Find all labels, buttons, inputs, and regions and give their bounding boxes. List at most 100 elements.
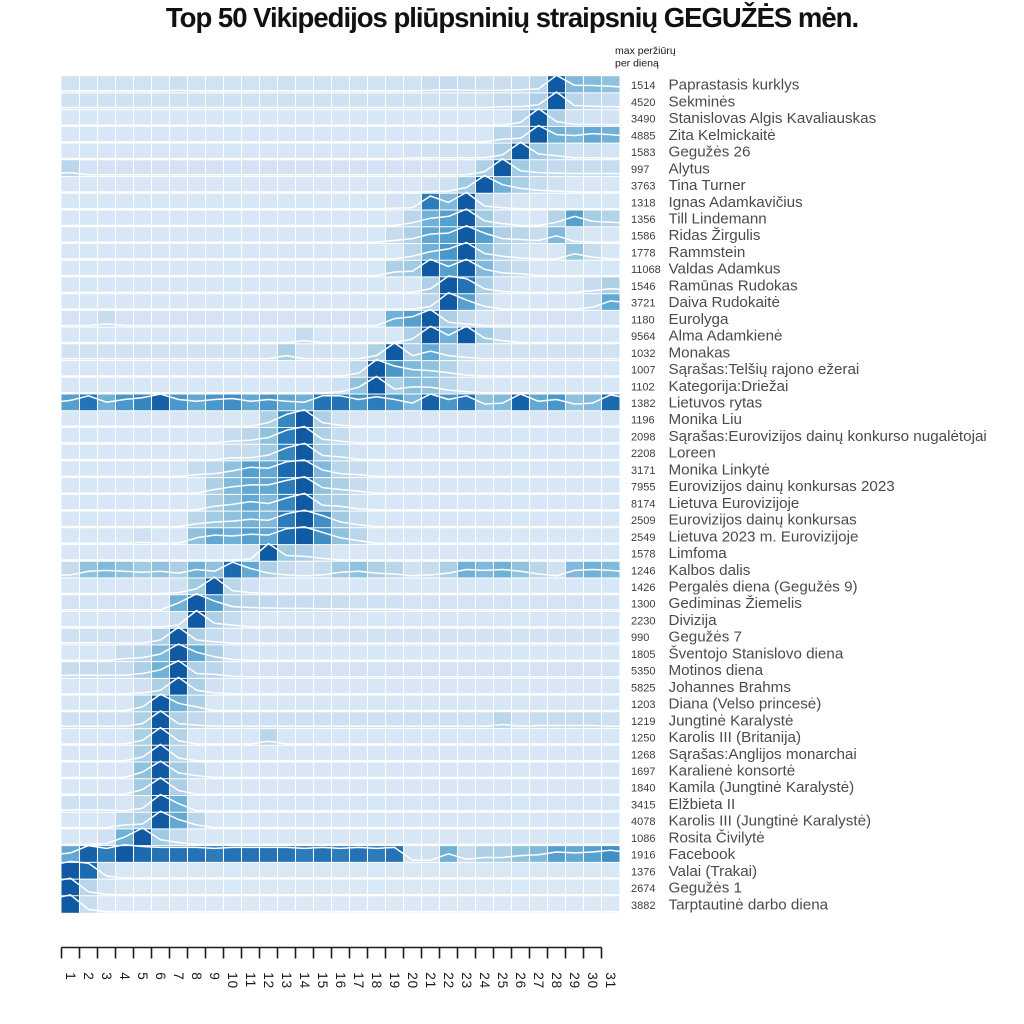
svg-text:Gegužės 7: Gegužės 7: [669, 629, 742, 646]
svg-text:2230: 2230: [631, 616, 655, 628]
svg-text:23: 23: [459, 972, 474, 989]
svg-text:4: 4: [117, 972, 132, 980]
svg-text:31: 31: [603, 972, 618, 989]
svg-text:1840: 1840: [631, 783, 655, 795]
svg-text:990: 990: [631, 632, 649, 644]
svg-text:Monakas: Monakas: [669, 344, 731, 361]
svg-text:Rosita Čivilytė: Rosita Čivilytė: [669, 829, 765, 846]
svg-text:29: 29: [567, 972, 582, 989]
svg-text:1268: 1268: [631, 749, 655, 761]
svg-text:13: 13: [279, 972, 294, 989]
svg-text:25: 25: [495, 972, 510, 989]
svg-text:Valdas Adamkus: Valdas Adamkus: [669, 261, 781, 278]
svg-text:Zita Kelmickaitė: Zita Kelmickaitė: [669, 127, 776, 144]
svg-text:Divizija: Divizija: [669, 612, 718, 629]
svg-text:Kamila (Jungtinė Karalystė): Kamila (Jungtinė Karalystė): [669, 779, 855, 796]
svg-text:Tina Turner: Tina Turner: [669, 177, 746, 194]
svg-text:Limfoma: Limfoma: [669, 545, 728, 562]
svg-text:Daiva Rudokaitė: Daiva Rudokaitė: [669, 294, 780, 311]
svg-text:9: 9: [207, 972, 222, 980]
svg-text:Till Lindemann: Till Lindemann: [669, 211, 767, 228]
svg-text:Gediminas Žiemelis: Gediminas Žiemelis: [669, 595, 803, 612]
svg-text:1586: 1586: [631, 231, 655, 243]
svg-text:2098: 2098: [631, 432, 655, 444]
svg-text:Rammstein: Rammstein: [669, 244, 746, 261]
svg-text:28: 28: [549, 972, 564, 989]
svg-text:3882: 3882: [631, 900, 655, 912]
svg-text:Karolis III (Jungtinė Karalyst: Karolis III (Jungtinė Karalystė): [669, 813, 872, 830]
svg-text:3721: 3721: [631, 298, 655, 310]
svg-text:22: 22: [441, 972, 456, 989]
svg-text:Alma Adamkienė: Alma Adamkienė: [669, 328, 783, 345]
svg-text:4520: 4520: [631, 97, 655, 109]
svg-text:Ignas Adamkavičius: Ignas Adamkavičius: [669, 194, 804, 211]
svg-text:6: 6: [153, 972, 168, 980]
svg-text:1426: 1426: [631, 582, 655, 594]
svg-text:1: 1: [63, 972, 78, 980]
svg-text:1300: 1300: [631, 599, 655, 611]
svg-text:Johannes Brahms: Johannes Brahms: [669, 679, 792, 696]
svg-text:Sąrašas:Telšių rajono ežerai: Sąrašas:Telšių rajono ežerai: [669, 361, 860, 378]
svg-text:Sekminės: Sekminės: [669, 93, 736, 110]
svg-text:max peržiūrų: max peržiūrų: [615, 45, 676, 57]
svg-text:1196: 1196: [631, 415, 655, 427]
svg-text:1007: 1007: [631, 365, 655, 377]
svg-text:5350: 5350: [631, 666, 655, 678]
svg-text:Lietuva Eurovizijoje: Lietuva Eurovizijoje: [669, 495, 800, 512]
svg-text:Jungtinė Karalystė: Jungtinė Karalystė: [669, 712, 794, 729]
svg-text:Ridas Žirgulis: Ridas Žirgulis: [669, 227, 761, 244]
svg-text:14: 14: [297, 972, 312, 989]
svg-text:2208: 2208: [631, 448, 655, 460]
svg-text:Monika Liu: Monika Liu: [669, 411, 742, 428]
svg-text:24: 24: [477, 972, 492, 989]
svg-text:Karalienė konsortė: Karalienė konsortė: [669, 763, 796, 780]
svg-text:Lietuva 2023 m. Eurovizijoje: Lietuva 2023 m. Eurovizijoje: [669, 528, 859, 545]
svg-text:Elžbieta II: Elžbieta II: [669, 796, 736, 813]
svg-text:1102: 1102: [631, 381, 655, 393]
svg-text:2: 2: [81, 972, 96, 980]
svg-text:1250: 1250: [631, 733, 655, 745]
svg-text:Top 50 Vikipedijos pliūpsninių: Top 50 Vikipedijos pliūpsninių straipsni…: [166, 2, 858, 33]
svg-text:Diana (Velso princesė): Diana (Velso princesė): [669, 696, 822, 713]
svg-text:Eurovizijos dainų konkursas 20: Eurovizijos dainų konkursas 2023: [669, 478, 895, 495]
svg-text:10: 10: [225, 972, 240, 989]
svg-text:2674: 2674: [631, 883, 655, 895]
svg-text:2549: 2549: [631, 532, 655, 544]
svg-text:Karolis III (Britanija): Karolis III (Britanija): [669, 729, 802, 746]
svg-text:1382: 1382: [631, 398, 655, 410]
svg-text:11: 11: [243, 972, 258, 988]
svg-text:Tarptautinė darbo diena: Tarptautinė darbo diena: [669, 896, 829, 913]
svg-text:1514: 1514: [631, 80, 655, 92]
svg-text:9564: 9564: [631, 331, 655, 343]
svg-text:Monika Linkytė: Monika Linkytė: [669, 461, 770, 478]
svg-text:3: 3: [99, 972, 114, 980]
svg-text:4078: 4078: [631, 816, 655, 828]
svg-text:7955: 7955: [631, 482, 655, 494]
svg-text:Sąrašas:Eurovizijos dainų konk: Sąrašas:Eurovizijos dainų konkurso nugal…: [669, 428, 987, 445]
svg-text:Eurolyga: Eurolyga: [669, 311, 729, 328]
svg-text:1086: 1086: [631, 833, 655, 845]
svg-text:19: 19: [387, 972, 402, 989]
svg-text:Ramūnas Rudokas: Ramūnas Rudokas: [669, 277, 799, 294]
svg-text:Kategorija:Driežai: Kategorija:Driežai: [669, 378, 789, 395]
svg-text:Gegužės 26: Gegužės 26: [669, 144, 751, 161]
svg-text:Alytus: Alytus: [669, 160, 711, 177]
svg-text:997: 997: [631, 164, 649, 176]
svg-text:1376: 1376: [631, 866, 655, 878]
svg-text:Paprastasis kurklys: Paprastasis kurklys: [669, 77, 800, 94]
svg-text:3490: 3490: [631, 114, 655, 126]
svg-text:1318: 1318: [631, 197, 655, 209]
svg-text:1032: 1032: [631, 348, 655, 360]
svg-text:30: 30: [585, 972, 600, 989]
svg-text:7: 7: [171, 972, 186, 980]
svg-text:Valai (Trakai): Valai (Trakai): [669, 863, 758, 880]
svg-text:26: 26: [513, 972, 528, 989]
svg-text:1805: 1805: [631, 649, 655, 661]
svg-text:Facebook: Facebook: [669, 846, 736, 863]
svg-text:5825: 5825: [631, 682, 655, 694]
svg-text:1578: 1578: [631, 549, 655, 561]
svg-text:3763: 3763: [631, 181, 655, 193]
svg-text:Kalbos dalis: Kalbos dalis: [669, 562, 751, 579]
svg-text:15: 15: [315, 972, 330, 989]
svg-text:Motinos diena: Motinos diena: [669, 662, 764, 679]
